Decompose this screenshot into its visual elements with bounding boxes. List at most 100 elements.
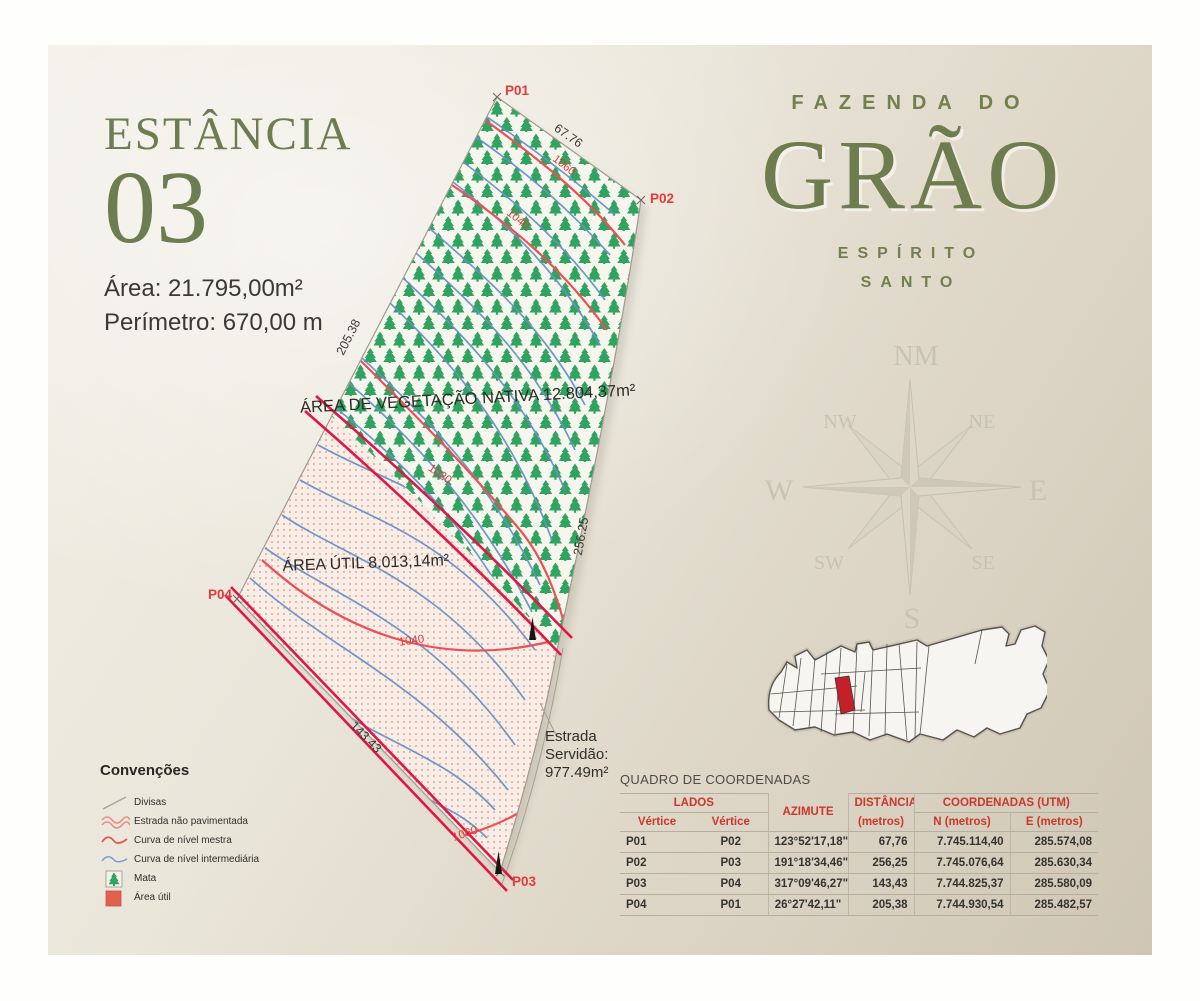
cell-azimute: 317°09'46,27" <box>768 873 849 895</box>
cell-distancia: 143,43 <box>848 873 915 895</box>
compass-star-icon <box>802 378 1022 596</box>
coordinates-title: QUADRO DE COORDENADAS <box>620 772 811 787</box>
compass-label-ne: NE <box>969 411 996 433</box>
cell-azimute: 26°27'42,11" <box>768 894 849 916</box>
table-row: P02 P03 191°18'34,46" 256,25 7.745.076,6… <box>620 852 1099 874</box>
cell-azimute: 191°18'34,46" <box>768 852 849 874</box>
cell-vertice2: P01 <box>694 894 769 916</box>
estate-area: Área: 21.795,00m² <box>104 274 303 302</box>
legend-label: Estrada não pavimentada <box>134 816 248 827</box>
inset-farm-outline <box>767 625 1047 743</box>
cell-n: 7.744.930,54 <box>914 894 1011 916</box>
coordinates-table: LADOS AZIMUTE DISTÂNCIA COORDENADAS (UTM… <box>620 793 1099 916</box>
legend-label: Área útil <box>134 892 171 903</box>
cell-e: 285.580,09 <box>1010 873 1099 895</box>
cell-vertice1: P04 <box>620 894 694 916</box>
cell-e: 285.630,34 <box>1010 852 1099 874</box>
farm-overview-inset-map <box>766 623 1047 745</box>
legend-item-mestra: Curva de nível mestra <box>100 831 400 850</box>
estate-title-block: ESTÂNCIA 03 Área: 21.795,00m² Perímetro:… <box>104 111 352 340</box>
cell-n: 7.745.076,64 <box>914 852 1011 874</box>
cell-vertice2: P04 <box>694 873 769 895</box>
survey-flag-icon <box>529 617 536 640</box>
coordinates-panel: QUADRO DE COORDENADAS LADOS AZIMUTE DIST… <box>620 772 1099 916</box>
servidao-annotation: Estrada Servidão: 977.49m² <box>545 728 608 782</box>
col-header-vertice-b: Vértice <box>694 812 769 832</box>
col-header-vertice-a: Vértice <box>620 812 694 832</box>
poster-card: ESTÂNCIA 03 Área: 21.795,00m² Perímetro:… <box>48 45 1152 955</box>
cell-distancia: 256,25 <box>848 852 915 874</box>
compass-label-n: NM <box>893 341 938 372</box>
brand-block: FAZENDA DO GRÃO ESPÍRITO SANTO <box>761 92 1061 292</box>
unpaved-road-lines <box>224 395 573 892</box>
cell-vertice1: P01 <box>620 831 694 853</box>
compass-label-nw: NW <box>823 411 856 433</box>
intermediate-contour-icon <box>101 855 128 862</box>
compass-label-s: S <box>904 602 921 632</box>
legend-item-mata: Mata <box>100 869 400 888</box>
legend-item-estrada: Estrada não pavimentada <box>100 812 400 831</box>
col-header-distancia: DISTÂNCIA <box>848 793 915 813</box>
vertex-label-p04: P04 <box>208 587 233 602</box>
vertex-label-p03: P03 <box>512 874 537 889</box>
master-contour-icon <box>101 835 128 844</box>
useful-area-swatch-icon <box>105 890 122 906</box>
col-header-n: N (metros) <box>914 812 1011 832</box>
col-header-lados: LADOS <box>620 793 769 813</box>
estate-number: 03 <box>104 150 208 265</box>
col-header-e: E (metros) <box>1010 812 1099 832</box>
cell-e: 285.574,08 <box>1010 831 1099 853</box>
table-row: P01 P02 123°52'17,18" 67,76 7.745.114,40… <box>620 831 1099 853</box>
estate-metrics: Área: 21.795,00m² Perímetro: 670,00 m <box>104 272 352 340</box>
servidao-line2: Servidão: <box>545 746 609 763</box>
legend-title: Convenções <box>100 762 190 779</box>
table-row: P04 P01 26°27'42,11" 205,38 7.744.930,54… <box>620 894 1099 916</box>
brand-farm-line: FAZENDA DO <box>791 92 1031 114</box>
cell-distancia: 205,38 <box>848 894 915 916</box>
vegetation-area <box>332 97 641 650</box>
compass-label-se: SE <box>971 552 994 574</box>
edge-label-p02-p03: 256.25 <box>571 516 591 556</box>
cell-distancia: 67,76 <box>848 831 915 853</box>
survey-flag-icon <box>495 851 502 874</box>
compass-label-e: E <box>1029 474 1047 507</box>
brand-logo: GRÃO <box>761 119 1065 230</box>
vertex-label-p02: P02 <box>650 191 674 206</box>
table-row: P03 P04 317°09'46,27" 143,43 7.744.825,3… <box>620 873 1099 895</box>
divisas-line-icon <box>102 795 127 810</box>
legend-label: Curva de nível mestra <box>134 835 232 846</box>
legend-item-intermediaria: Curva de nível intermediária <box>100 850 400 869</box>
legend: Convenções Divisas Estrada não pavimenta… <box>100 762 400 907</box>
compass-label-sw: SW <box>814 552 844 574</box>
survey-map: P01 P02 P03 P04 67.76 256.25 143.43 205.… <box>208 83 674 892</box>
servidao-leader-line <box>539 702 558 738</box>
vegetation-contours-red <box>359 119 626 631</box>
cell-azimute: 123°52'17,18" <box>768 831 849 853</box>
cell-n: 7.745.114,40 <box>914 831 1011 853</box>
cell-vertice2: P03 <box>694 852 769 874</box>
estate-perimeter: Perímetro: 670,00 m <box>104 308 323 336</box>
legend-label: Divisas <box>134 797 167 808</box>
edge-label-p04-p01: 205.38 <box>334 317 364 357</box>
useful-area <box>237 417 557 872</box>
unpaved-road-icon <box>101 815 130 829</box>
cell-vertice1: P02 <box>620 852 694 874</box>
servidao-line3: 977.49m² <box>545 764 609 781</box>
cell-e: 285.482,57 <box>1010 894 1099 916</box>
brand-state-line2: SANTO <box>860 274 962 291</box>
col-header-coordenadas: COORDENADAS (UTM) <box>914 793 1099 813</box>
estate-name: ESTÂNCIA <box>104 108 353 160</box>
compass-label-w: W <box>765 474 794 507</box>
legend-label: Curva de nível intermediária <box>134 854 260 865</box>
inset-highlighted-lot <box>834 675 856 715</box>
legend-item-area-util: Área útil <box>100 888 400 907</box>
servidao-strip-line <box>501 647 564 885</box>
cell-n: 7.744.825,37 <box>914 873 1011 895</box>
col-header-metros: (metros) <box>848 812 915 832</box>
brand-state-line1: ESPÍRITO <box>837 245 985 262</box>
vertex-labels: P01 P02 P03 P04 <box>208 83 674 889</box>
cell-vertice1: P03 <box>620 873 694 895</box>
col-header-azimute: AZIMUTE <box>768 793 849 832</box>
cell-vertice2: P02 <box>694 831 769 853</box>
